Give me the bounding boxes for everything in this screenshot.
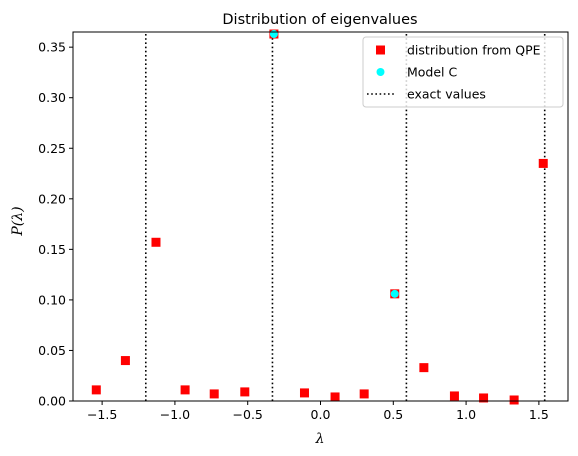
qpe-point xyxy=(359,389,369,399)
legend-frame xyxy=(362,36,564,108)
qpe-point xyxy=(151,237,161,247)
y-tick-label: 0.20 xyxy=(38,191,66,206)
qpe-point xyxy=(479,393,489,403)
qpe-point xyxy=(330,392,340,402)
plot-area: −1.5 −1.0 −0.5 0.0 0.5 1.0 1.5 0.00 0.05 0.10 0.15… xyxy=(38,29,569,422)
qpe-point xyxy=(449,391,459,401)
y-tick-label: 0.30 xyxy=(38,90,66,105)
y-tick-label: 0.10 xyxy=(38,292,66,307)
legend-label-qpe: distribution from QPE xyxy=(407,43,541,58)
chart-title: Distribution of eigenvalues xyxy=(222,12,417,28)
y-tick-label: 0.25 xyxy=(38,141,66,156)
x-tick-label: 1.0 xyxy=(456,407,476,422)
legend-label-model-c: Model C xyxy=(407,65,458,80)
y-axis-title: P(λ) xyxy=(10,206,26,236)
qpe-point xyxy=(180,385,190,395)
qpe-point xyxy=(91,385,101,395)
model-c-point xyxy=(269,30,278,39)
y-tick-label: 0.05 xyxy=(38,343,66,358)
x-tick-label: −1.0 xyxy=(160,407,190,422)
x-tick-label: −0.5 xyxy=(233,407,263,422)
qpe-point xyxy=(240,387,250,397)
qpe-point xyxy=(120,356,130,366)
y-tick-label: 0.15 xyxy=(38,242,66,257)
legend-marker-qpe xyxy=(376,45,385,55)
qpe-point xyxy=(419,363,429,373)
y-tick-label: 0.35 xyxy=(38,40,66,55)
x-tick-label: 1.5 xyxy=(529,407,549,422)
x-axis-title: λ xyxy=(315,431,325,447)
legend-label-exact: exact values xyxy=(407,87,486,102)
x-tick-label: 0.0 xyxy=(311,407,331,422)
legend: distribution from QPE Model C exact values xyxy=(362,36,564,108)
model-c-point xyxy=(390,289,399,298)
qpe-point xyxy=(509,395,519,405)
x-tick-label: 0.5 xyxy=(383,407,403,422)
qpe-point xyxy=(538,158,548,168)
qpe-point xyxy=(299,388,309,398)
legend-marker-model-c xyxy=(376,68,385,76)
qpe-point xyxy=(209,389,219,399)
x-tick-label: −1.5 xyxy=(87,407,117,422)
y-tick-label: 0.00 xyxy=(38,394,66,409)
